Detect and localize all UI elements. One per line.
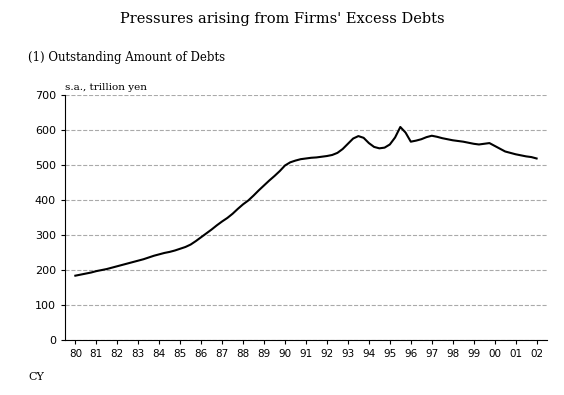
Text: Pressures arising from Firms' Excess Debts: Pressures arising from Firms' Excess Deb… — [120, 12, 444, 26]
Text: s.a., trillion yen: s.a., trillion yen — [65, 83, 147, 92]
Text: (1) Outstanding Amount of Debts: (1) Outstanding Amount of Debts — [28, 51, 226, 64]
Text: CY: CY — [29, 372, 45, 382]
